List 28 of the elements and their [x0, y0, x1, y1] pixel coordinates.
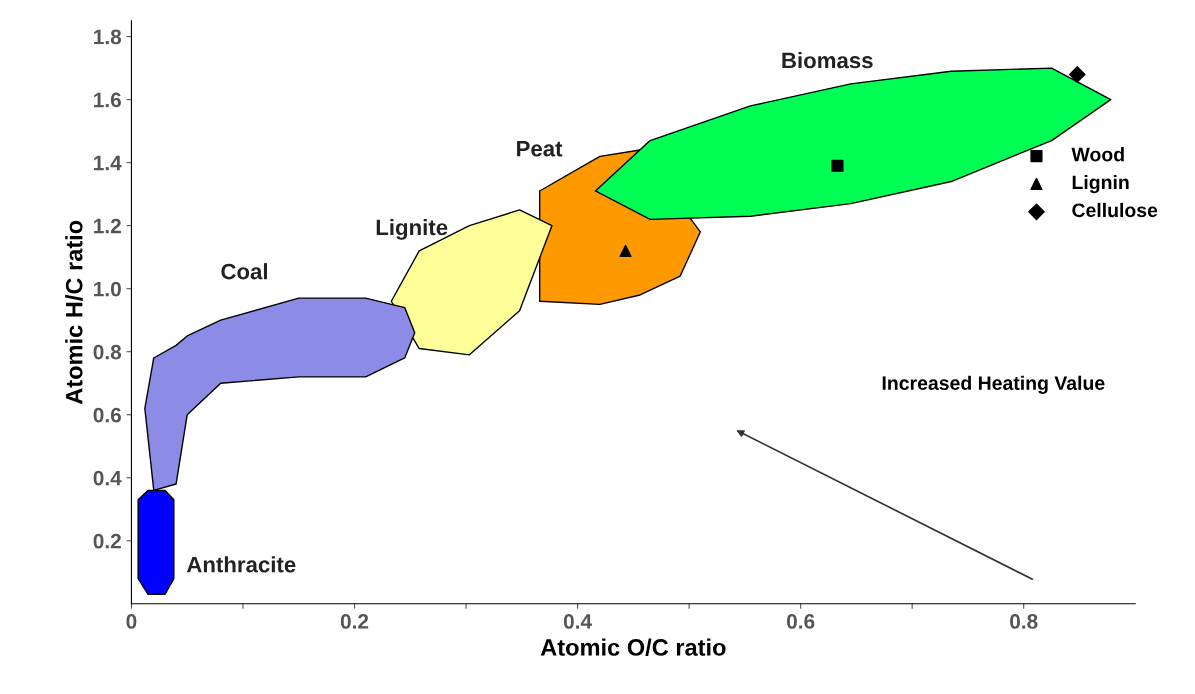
x-axis-title: Atomic O/C ratio: [540, 638, 726, 657]
point: [1068, 66, 1086, 83]
y-tick-label: 0.4: [93, 470, 122, 486]
series-label: Anthracite: [186, 556, 296, 573]
y-tick-label: 1.0: [94, 281, 121, 297]
series-label: Lignite: [376, 218, 448, 240]
y-tick-label: 1.8: [94, 29, 122, 45]
series-label: Coal: [221, 263, 267, 280]
point: [831, 159, 844, 172]
legend-label: Lignin: [1072, 174, 1129, 194]
annotation: Increased Heating Value: [882, 375, 1105, 394]
y-tick-label: 0.8: [93, 344, 122, 360]
point: [619, 244, 632, 257]
legend-label: Wood: [1071, 147, 1124, 162]
x-tick-label: 0: [126, 614, 137, 629]
series-label: Peat: [517, 141, 563, 157]
y-axis-title: Atomic H/C ratio: [65, 220, 83, 405]
x-tick-label: 0.2: [340, 614, 369, 629]
y-tick-label: 1.4: [94, 155, 122, 171]
x-tick-label: 0.4: [563, 614, 592, 629]
legend-label: Cellulose: [1072, 202, 1158, 218]
series-label: Biomass: [782, 51, 873, 69]
y-tick-label: 1.6: [94, 92, 121, 108]
x-tick-label: 0.8: [1010, 614, 1038, 629]
y-tick-label: 0.2: [93, 533, 121, 549]
y-tick-label: 0.6: [93, 407, 121, 423]
x-tick-label: 0.6: [786, 614, 815, 629]
y-tick-label: 1.2: [94, 218, 121, 234]
